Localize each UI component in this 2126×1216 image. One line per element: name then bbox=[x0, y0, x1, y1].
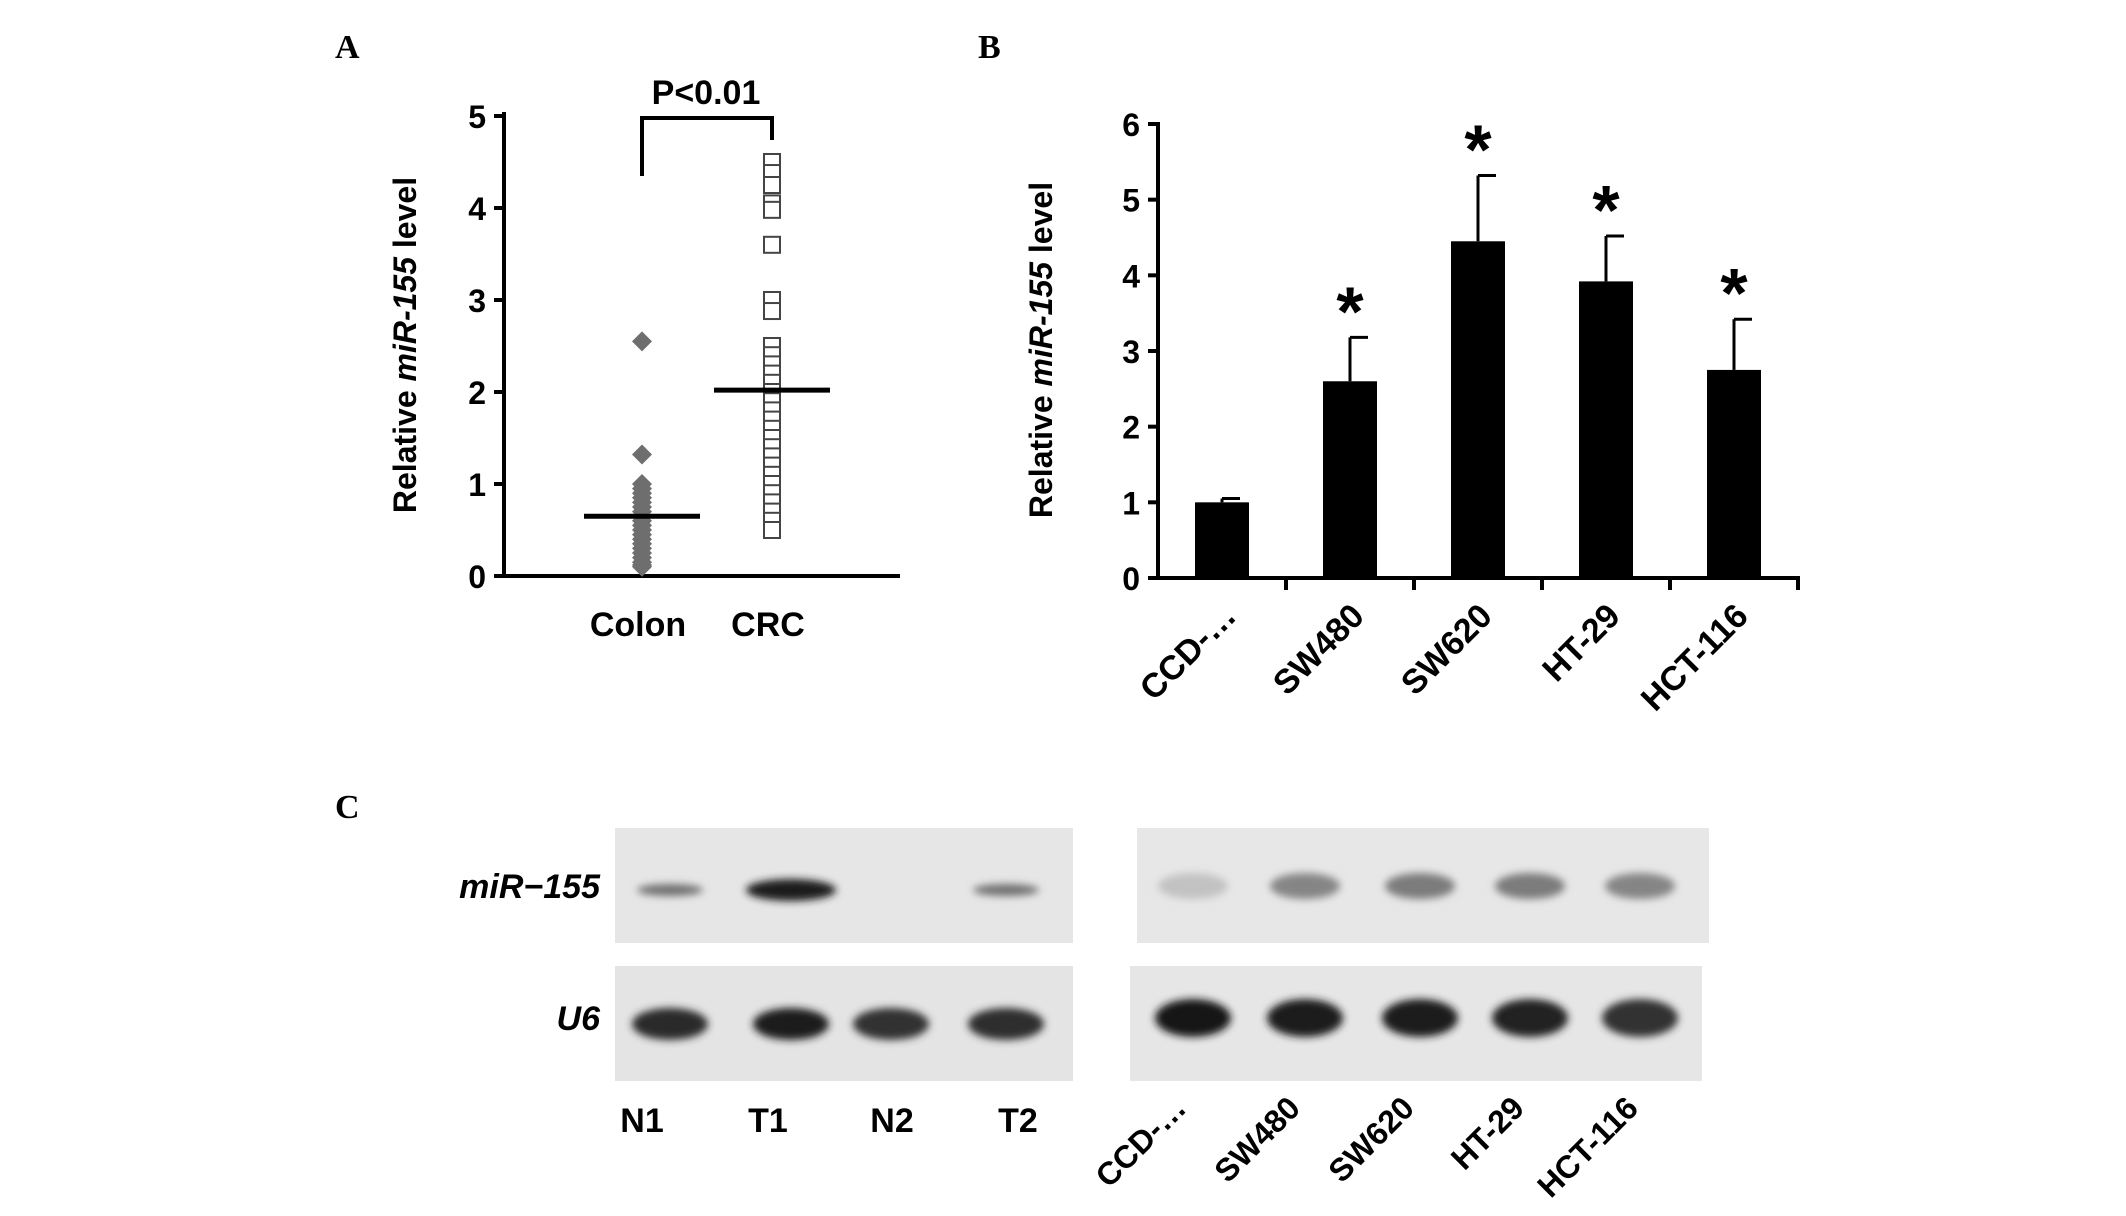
crc-data-point bbox=[763, 521, 781, 539]
panel-b-y-tick-label: 0 bbox=[1122, 561, 1140, 597]
panel-b-y-tick-label: 2 bbox=[1122, 410, 1140, 446]
panel-b-category-label-4: HCT-116 bbox=[1634, 597, 1756, 719]
bar-4 bbox=[1707, 369, 1761, 578]
panel-a-scatter: 0 1 2 3 4 5 Colon CRC P<0.01 Relative miR-155 … bbox=[387, 74, 900, 644]
crc-data-point bbox=[763, 235, 781, 254]
panel-a-category-label-0: Colon bbox=[590, 606, 686, 644]
bar-3 bbox=[1579, 281, 1633, 578]
blot-band-left-u6 bbox=[853, 1008, 929, 1040]
bar-0 bbox=[1195, 502, 1249, 578]
bar-significance-1: * bbox=[1336, 272, 1364, 350]
panel-label-b: B bbox=[978, 29, 1001, 66]
blot-lane-label-right-2: SW620 bbox=[1321, 1089, 1421, 1189]
panel-b-y-label: Relative miR-155 level bbox=[1023, 182, 1059, 518]
blot-lane-label-right-3: HT-29 bbox=[1444, 1089, 1531, 1176]
blot-band-right-u6 bbox=[1492, 999, 1568, 1037]
panel-b-category-label-1: SW480 bbox=[1266, 597, 1372, 703]
blot-lane-label-left-1: T1 bbox=[748, 1102, 788, 1140]
blot-band-left-mir155 bbox=[746, 879, 836, 901]
panel-b-bar-chart: 0 1 2 3 4 5 6 * * * * CCD-… SW480 SW620 HT-29 HCT-116… bbox=[1023, 107, 1800, 719]
blot-band-right-u6 bbox=[1155, 999, 1231, 1037]
panel-a-y-tick-label: 1 bbox=[468, 467, 486, 503]
blot-lane-label-right-4: HCT-116 bbox=[1530, 1089, 1645, 1204]
panel-c-blots: miR−155 U6 N1 T1 N2 T2 CCD-… SW480 SW620 HT-29 H… bbox=[459, 828, 1709, 1204]
blot-lane-label-right-1: SW480 bbox=[1207, 1089, 1307, 1189]
blot-row-label-mir155: miR−155 bbox=[459, 868, 601, 906]
panel-a-y-tick-label: 0 bbox=[468, 559, 486, 595]
panel-a-y-tick-label: 3 bbox=[468, 283, 486, 319]
panel-b-category-label-0: CCD-… bbox=[1133, 597, 1244, 708]
panel-a-y-label: Relative miR-155 level bbox=[387, 177, 423, 513]
blot-lane-label-right-0: CCD-… bbox=[1088, 1089, 1193, 1194]
panel-a-significance-bracket bbox=[640, 116, 774, 176]
colon-data-point bbox=[632, 331, 652, 352]
blot-band-right-mir155 bbox=[1158, 873, 1228, 899]
panel-b-category-label-3: HT-29 bbox=[1535, 597, 1627, 689]
panel-b-y-tick-label: 3 bbox=[1122, 334, 1140, 370]
panel-a-significance-label: P<0.01 bbox=[652, 74, 761, 112]
bar-1 bbox=[1323, 381, 1377, 578]
panel-b-y-tick-label: 5 bbox=[1122, 183, 1140, 219]
panel-label-a: A bbox=[335, 29, 360, 66]
colon-data-point bbox=[632, 556, 652, 577]
panel-a-y-tick-label: 4 bbox=[468, 191, 486, 227]
panel-b-category-label-2: SW620 bbox=[1394, 597, 1500, 703]
bar-2 bbox=[1451, 241, 1505, 579]
blot-band-right-mir155 bbox=[1605, 873, 1675, 899]
blot-band-left-u6 bbox=[632, 1008, 708, 1040]
blot-band-left-mir155 bbox=[637, 884, 703, 896]
crc-data-point bbox=[763, 176, 781, 194]
blot-band-right-u6 bbox=[1382, 999, 1458, 1037]
blot-lane-label-left-3: T2 bbox=[998, 1102, 1038, 1140]
blot-band-left-u6 bbox=[753, 1008, 829, 1040]
blot-band-right-u6 bbox=[1602, 999, 1678, 1037]
panel-b-y-tick-label: 4 bbox=[1122, 258, 1140, 294]
panel-b-y-tick-label: 6 bbox=[1122, 107, 1140, 143]
panel-a-category-label-1: CRC bbox=[731, 606, 805, 644]
crc-data-point bbox=[763, 302, 781, 321]
panel-b-y-tick-label: 1 bbox=[1122, 485, 1140, 521]
bar-significance-4: * bbox=[1720, 254, 1748, 332]
bar-significance-3: * bbox=[1592, 171, 1620, 249]
blot-band-right-u6 bbox=[1267, 999, 1343, 1037]
blot-band-left-u6 bbox=[968, 1008, 1044, 1040]
bar-significance-2: * bbox=[1464, 110, 1492, 188]
crc-data-point bbox=[763, 200, 781, 219]
blot-lane-label-left-0: N1 bbox=[620, 1102, 663, 1140]
blot-band-right-mir155 bbox=[1495, 873, 1565, 899]
colon-data-point bbox=[632, 444, 652, 465]
blot-band-right-mir155 bbox=[1270, 873, 1340, 899]
blot-row-label-u6: U6 bbox=[557, 1000, 602, 1038]
blot-band-left-mir155 bbox=[973, 884, 1039, 896]
panel-a-y-tick-label: 5 bbox=[468, 99, 486, 135]
panel-a-y-tick-label: 2 bbox=[468, 375, 486, 411]
blot-lane-label-left-2: N2 bbox=[870, 1102, 913, 1140]
panel-label-c: C bbox=[335, 789, 360, 826]
blot-band-right-mir155 bbox=[1385, 873, 1455, 899]
